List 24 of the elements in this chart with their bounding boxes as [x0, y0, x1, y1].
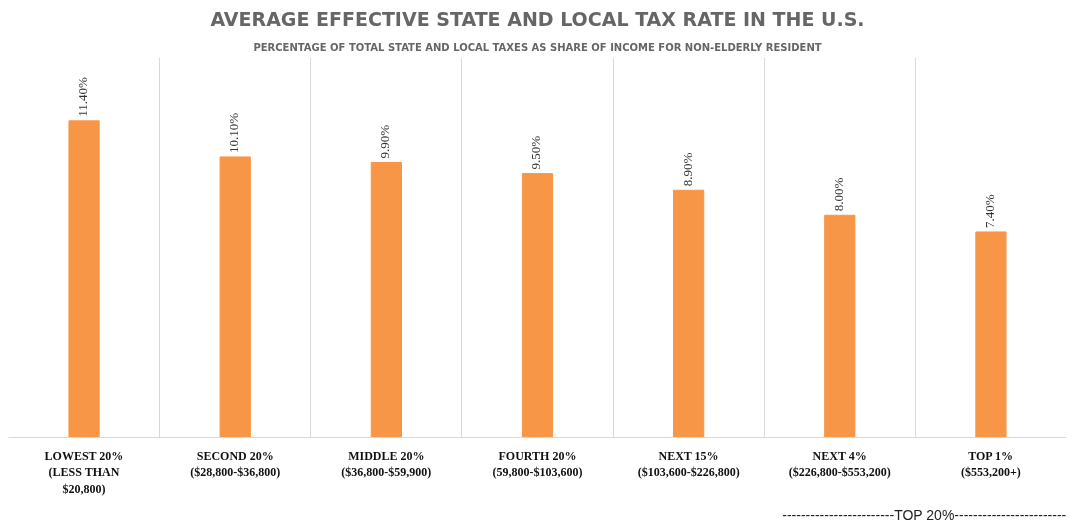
x-tick-label: NEXT 15% ($103,600-$226,800) — [637, 448, 740, 480]
bar — [975, 231, 1007, 438]
chart-title: AVERAGE EFFECTIVE STATE AND LOCAL TAX RATE IN THE U.S. — [210, 7, 865, 30]
bar — [370, 162, 402, 438]
x-tick-label: SECOND 20% ($28,800-$36,800) — [190, 448, 281, 480]
x-tick-label: MIDDLE 20% ($36,800-$59,900) — [341, 448, 432, 480]
data-label: 7.40% — [981, 194, 997, 228]
chart-subtitle: PERCENTAGE OF TOTAL STATE AND LOCAL TAXES AS SHARE OF INCOME FOR NON-ELDERLY RESIDENT — [253, 41, 822, 53]
data-label: 11.40% — [75, 77, 91, 117]
data-label: 8.00% — [830, 177, 846, 212]
x-tick-label: TOP 1% ($553,200+) — [961, 448, 1021, 480]
data-label: 10.10% — [226, 112, 242, 153]
x-tick-label: LOWEST 20% (LESS THAN $20,800) — [44, 448, 124, 497]
x-tick-label: FOURTH 20% (59,800-$103,600) — [492, 448, 583, 480]
text: ------------------------TOP 20%------------------------ — [782, 506, 1067, 523]
bar — [824, 214, 856, 438]
data-label: 8.90% — [679, 152, 695, 187]
bar — [219, 156, 251, 438]
data-label: 9.90% — [377, 124, 393, 159]
bar — [68, 120, 100, 438]
data-label: 9.50% — [528, 135, 544, 170]
x-tick-label: NEXT 4% ($226,800-$553,200) — [788, 448, 891, 480]
bar — [673, 189, 705, 438]
bar — [521, 173, 554, 438]
